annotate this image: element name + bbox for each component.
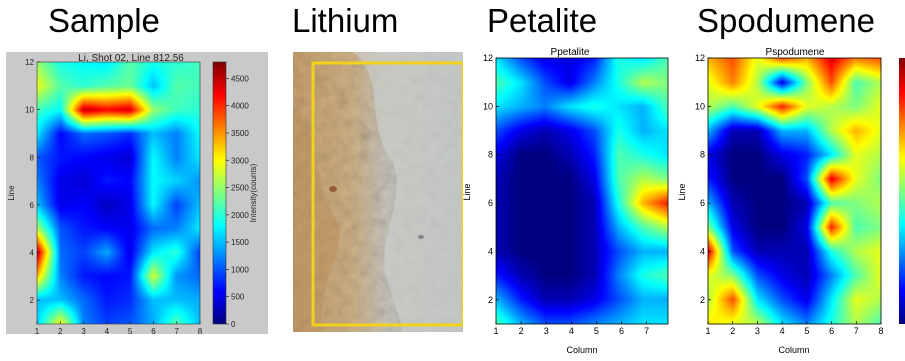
sample-colorbar-tick-label: 2000 [231, 211, 249, 220]
spodumene-xtick-label: 2 [730, 326, 735, 336]
sample-heatmap [37, 62, 200, 324]
sample-colorbar-tick-label: 0 [231, 320, 236, 329]
petalite-xtick-label: 7 [644, 326, 649, 336]
sample-xtick-label: 8 [198, 327, 203, 334]
petalite-ytick-label: 10 [483, 101, 493, 111]
spodumene-xtick-label: 3 [755, 326, 760, 336]
sample-xtick-label: 5 [128, 327, 133, 334]
spodumene-xtick-label: 1 [705, 326, 710, 336]
spodumene-ytick-label: 4 [700, 246, 705, 256]
petalite-heatmap [496, 58, 668, 324]
spodumene-xtick-label: 6 [829, 326, 834, 336]
sample-panel: Li, Shot 02, Line 812.56 Line 1 2 3 4 5 6 7 824… [6, 52, 268, 334]
petalite-ytick-label: 12 [483, 53, 493, 63]
sample-colorbar-tick-label: 500 [231, 293, 245, 302]
sample-ytick-label: 8 [30, 153, 35, 162]
heading-sample: Sample [48, 2, 160, 39]
spodumene-xtick-label: 4 [780, 326, 785, 336]
rock-photo [293, 52, 463, 332]
sample-colorbar [213, 62, 226, 324]
sample-colorbar-tick-label: 4000 [231, 102, 249, 111]
petalite-xtick-label: 4 [569, 326, 574, 336]
sample-colorbar-frame [212, 61, 227, 325]
petalite-xtick-label: 1 [493, 326, 498, 336]
heading-lithium: Lithium [292, 2, 399, 39]
sample-colorbar-tick-label: 3500 [231, 129, 249, 138]
spodumene-ytick-label: 2 [700, 295, 705, 305]
sample-colorbar-tick-label: 1000 [231, 265, 249, 274]
heading-spodumene: Spodumene [697, 2, 875, 39]
sample-ytick-label: 2 [30, 296, 35, 305]
sample-ytick-label: 10 [25, 106, 34, 115]
sample-xtick-label: 6 [151, 327, 156, 334]
sample-xtick-label: 2 [58, 327, 63, 334]
spodumene-ytick-label: 8 [700, 150, 705, 160]
sample-xtick-label: 4 [105, 327, 110, 334]
spodumene-xtick-label: 5 [804, 326, 809, 336]
sample-ytick-label: 4 [30, 249, 35, 258]
petalite-title: Ppetalite [551, 47, 590, 58]
spodumene-xlabel: Column [778, 345, 809, 355]
petalite-xtick-label: 2 [519, 326, 524, 336]
sample-colorbar-ticks: 0 500 1000 1500 2000 2500 3000 3500 4000 4500 [226, 74, 249, 329]
spodumene-xtick-label: 8 [878, 326, 883, 336]
spodumene-title: Pspodumene [766, 47, 825, 58]
spodumene-heatmap [708, 58, 881, 324]
sample-ytick-label: 6 [30, 201, 35, 210]
spodumene-ylabel: Line [677, 183, 687, 200]
petalite-xtick-label: 3 [544, 326, 549, 336]
petalite-ylabel: Line [462, 183, 472, 200]
petalite-ytick-label: 6 [488, 198, 493, 208]
spodumene-ytick-label: 6 [700, 198, 705, 208]
sample-xtick-label: 7 [174, 327, 179, 334]
sample-colorbar-tick-label: 4500 [231, 74, 249, 83]
petalite-plot-frame [495, 57, 669, 325]
sample-title: Li, Shot 02, Line 812.56 [78, 53, 184, 64]
lithium-highlight-box [311, 61, 463, 327]
petalite-ytick-label: 2 [488, 295, 493, 305]
spodumene-ytick-label: 12 [695, 53, 705, 63]
sample-ylabel: Line [7, 185, 16, 201]
sample-colorbar-label: Intensity(counts) [249, 163, 258, 222]
petalite-ytick-label: 8 [488, 150, 493, 160]
sample-colorbar-tick-label: 1500 [231, 238, 249, 247]
lithium-panel [293, 52, 463, 332]
spodumene-ytick-label: 10 [695, 101, 705, 111]
sample-colorbar-tick-label: 2500 [231, 184, 249, 193]
heading-petalite: Petalite [487, 2, 598, 39]
sample-plot-frame [36, 61, 201, 325]
spodumene-plot-frame [707, 57, 882, 325]
spodumene-colorbar [899, 58, 905, 324]
sample-xtick-label: 1 [35, 327, 40, 334]
spodumene-xtick-label: 7 [854, 326, 859, 336]
sample-ytick-label: 12 [25, 58, 34, 67]
petalite-xtick-label: 6 [619, 326, 624, 336]
sample-colorbar-tick-label: 3000 [231, 156, 249, 165]
petalite-xtick-label: 5 [594, 326, 599, 336]
sample-xtick-label: 3 [81, 327, 86, 334]
petalite-ytick-label: 4 [488, 246, 493, 256]
petalite-xlabel: Column [566, 345, 597, 355]
